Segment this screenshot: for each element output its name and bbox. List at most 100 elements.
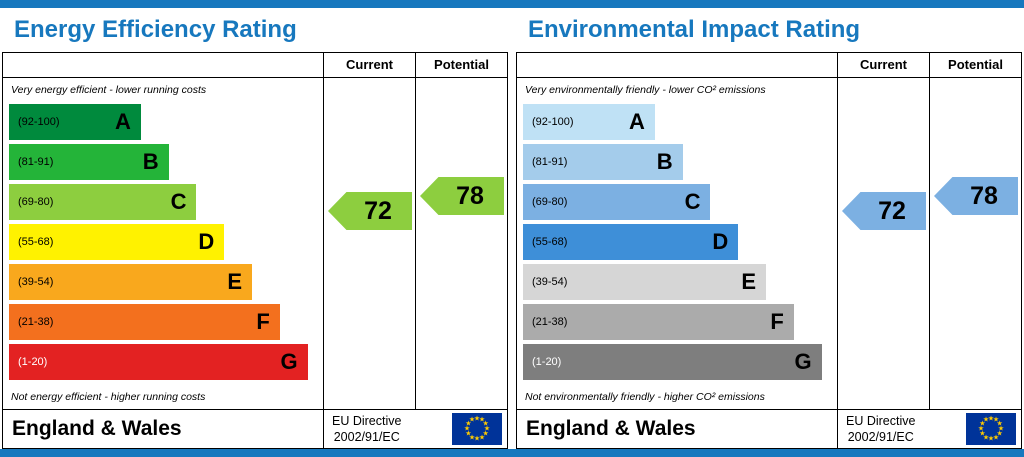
band-letter: A: [628, 109, 645, 134]
eu-directive-cell: EU Directive 2002/91/EC ★ ★ ★ ★ ★ ★ ★ ★ ★ ★ ★ ★: [323, 410, 507, 448]
rating-bands-area: Very energy efficient - lower running co…: [3, 78, 323, 409]
eu-flag-star: ★: [992, 416, 1000, 424]
eu-flag-star: ★: [465, 420, 472, 428]
rating-band-g: (1-20) G: [523, 344, 822, 380]
eu-flag-star: ★: [979, 430, 986, 438]
top-border-strip: [0, 0, 1024, 8]
eu-flag-star: ★: [997, 425, 1005, 433]
rating-band-c: (69-80) C: [9, 184, 197, 220]
eu-flag-star: ★: [996, 430, 1003, 438]
rating-band-c: (69-80) C: [523, 184, 711, 220]
eu-flag-star: ★: [987, 415, 995, 423]
eu-directive-text: EU Directive 2002/91/EC: [332, 413, 401, 446]
eu-flag-star: ★: [473, 435, 481, 443]
band-range-label: (1-20): [18, 356, 48, 368]
top-caption: Very energy efficient - lower running co…: [11, 84, 207, 96]
rating-bands: (92-100) A (81-91) B (69-80) C (55-68) D (39-54)…: [9, 104, 323, 384]
band-letter: B: [656, 149, 673, 174]
eu-flag-star: ★: [478, 434, 486, 442]
bottom-border-strip: [0, 449, 1024, 457]
eu-flag-star: ★: [473, 415, 481, 423]
rating-band-b: (81-91) B: [9, 144, 169, 180]
band-range-label: (69-80): [532, 196, 568, 208]
band-range-label: (69-80): [18, 196, 54, 208]
potential-rating-column: 78: [929, 78, 1021, 409]
chart-header-spacer: [3, 53, 323, 77]
current-rating-column: 72: [837, 78, 929, 409]
band-letter: E: [227, 269, 243, 294]
potential-column-header: Potential: [415, 53, 507, 77]
band-range-label: (39-54): [532, 276, 568, 288]
band-letter: D: [712, 229, 729, 254]
top-caption: Very environmentally friendly - lower CO…: [525, 84, 766, 96]
band-range-label: (39-54): [18, 276, 54, 288]
band-letter: C: [684, 189, 701, 214]
potential-rating-arrow: 78: [934, 177, 1018, 215]
rating-band-b: (81-91) B: [523, 144, 683, 180]
chart-body-row: Very energy efficient - lower running co…: [3, 78, 507, 409]
eu-flag-star: ★: [465, 430, 472, 438]
eu-flag-star: ★: [478, 416, 486, 424]
eu-flag-star: ★: [468, 434, 476, 442]
rating-bands-area: Very environmentally friendly - lower CO…: [517, 78, 837, 409]
current-column-header: Current: [837, 53, 929, 77]
eu-flag-star: ★: [463, 425, 471, 433]
band-range-label: (55-68): [532, 236, 568, 248]
eu-flag-star: ★: [987, 435, 995, 443]
eu-directive-text: EU Directive 2002/91/EC: [846, 413, 915, 446]
region-label: England & Wales: [526, 417, 696, 440]
band-range-label: (21-38): [18, 316, 54, 328]
energy-efficiency-panel: Energy Efficiency Rating Current Potenti…: [2, 8, 508, 449]
band-range-label: (55-68): [18, 236, 54, 248]
band-letter: C: [170, 189, 187, 214]
column-header-row: Current Potential: [3, 53, 507, 78]
bottom-caption: Not energy efficient - higher running co…: [11, 391, 206, 403]
band-letter: B: [142, 149, 159, 174]
potential-rating-arrow: 78: [420, 177, 504, 215]
current-column-header: Current: [323, 53, 415, 77]
current-rating-arrow: 72: [842, 192, 926, 230]
rating-band-f: (21-38) F: [523, 304, 794, 340]
potential-column-header: Potential: [929, 53, 1021, 77]
current-rating-arrow: 72: [328, 192, 412, 230]
eu-flag: ★ ★ ★ ★ ★ ★ ★ ★ ★ ★ ★ ★: [966, 413, 1016, 445]
rating-band-g: (1-20) G: [9, 344, 308, 380]
environmental-impact-panel: Environmental Impact Rating Current Pote…: [516, 8, 1022, 449]
band-letter: F: [256, 309, 270, 334]
band-range-label: (1-20): [532, 356, 562, 368]
rating-band-e: (39-54) E: [9, 264, 253, 300]
eu-flag-star: ★: [468, 416, 476, 424]
eu-directive-line2: 2002/91/EC: [333, 430, 400, 444]
band-letter: G: [794, 349, 812, 374]
eu-flag-star: ★: [483, 425, 491, 433]
chart-header-spacer: [517, 53, 837, 77]
eu-directive-line2: 2002/91/EC: [847, 430, 914, 444]
eu-flag: ★ ★ ★ ★ ★ ★ ★ ★ ★ ★ ★ ★: [452, 413, 502, 445]
environmental-impact-table: Current Potential Very environmentally f…: [516, 52, 1022, 449]
bottom-caption: Not environmentally friendly - higher CO…: [525, 391, 765, 403]
current-rating-column: 72: [323, 78, 415, 409]
eu-flag-star: ★: [996, 420, 1003, 428]
footer-row: England & Wales EU Directive 2002/91/EC …: [517, 409, 1021, 448]
rating-band-d: (55-68) D: [9, 224, 225, 260]
rating-band-d: (55-68) D: [523, 224, 739, 260]
rating-band-e: (39-54) E: [523, 264, 767, 300]
band-range-label: (81-91): [18, 156, 54, 168]
band-letter: D: [198, 229, 215, 254]
potential-rating-column: 78: [415, 78, 507, 409]
band-range-label: (92-100): [18, 116, 60, 128]
rating-panels: Energy Efficiency Rating Current Potenti…: [0, 8, 1024, 449]
eu-flag-star: ★: [482, 420, 489, 428]
chart-body-row: Very environmentally friendly - lower CO…: [517, 78, 1021, 409]
eu-flag-star: ★: [992, 434, 1000, 442]
rating-bands: (92-100) A (81-91) B (69-80) C (55-68) D (39-54)…: [523, 104, 837, 384]
eu-flag-star: ★: [979, 420, 986, 428]
band-letter: A: [114, 109, 131, 134]
eu-directive-line1: EU Directive: [846, 413, 916, 428]
eu-flag-star: ★: [982, 434, 990, 442]
environmental-impact-title: Environmental Impact Rating: [528, 16, 861, 43]
footer-row: England & Wales EU Directive 2002/91/EC …: [3, 409, 507, 448]
band-letter: G: [280, 349, 298, 374]
eu-flag-star: ★: [977, 425, 985, 433]
